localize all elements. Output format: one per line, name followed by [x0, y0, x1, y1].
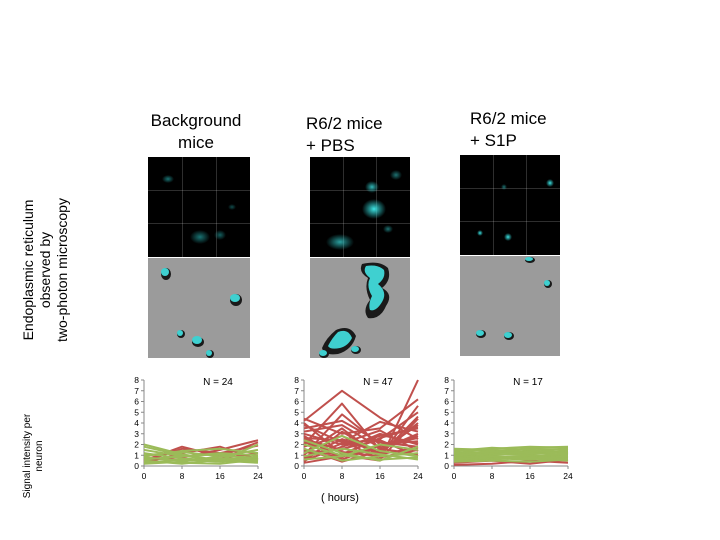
x-tick-label: 16	[215, 471, 225, 481]
column-title-line1: Background	[150, 111, 242, 130]
x-tick-label: 8	[340, 471, 345, 481]
series-line-red	[453, 459, 569, 466]
y-tick-label: 3	[294, 429, 299, 439]
column-title-line1: R6/2 mice	[470, 109, 547, 128]
reconstruction-image-pbs	[310, 258, 410, 358]
microscopy-image-background	[148, 157, 250, 257]
chart-n-label: N = 17	[513, 377, 543, 388]
series-line-green	[303, 443, 419, 461]
series-line-green	[453, 458, 569, 463]
y-tick-label: 3	[134, 429, 139, 439]
y-tick-label: 0	[134, 461, 139, 471]
column-title-line2: mice	[178, 133, 214, 152]
x-tick-label: 8	[490, 471, 495, 481]
y-tick-label: 1	[444, 450, 449, 460]
y-tick-label: 7	[294, 386, 299, 396]
y-tick-label: 2	[294, 440, 299, 450]
reconstruction-image-s1p	[460, 256, 560, 356]
series-line-green	[143, 443, 259, 462]
series-line-red	[303, 389, 419, 440]
y-tick-label: 1	[134, 450, 139, 460]
column-title-s1p: R6/2 mice + S1P	[470, 108, 580, 152]
y-tick-label: 2	[444, 440, 449, 450]
column-title-line2: + PBS	[306, 136, 355, 155]
column-title-pbs: R6/2 mice + PBS	[306, 113, 416, 157]
chart-n-label: N = 47	[363, 377, 393, 388]
y-tick-label: 8	[294, 375, 299, 385]
y-tick-label: 6	[444, 397, 449, 407]
y-tick-label: 2	[134, 440, 139, 450]
x-tick-label: 24	[253, 471, 263, 481]
column-title-line1: R6/2 mice	[306, 114, 383, 133]
y-tick-label: 4	[444, 418, 449, 428]
x-tick-label: 0	[142, 471, 147, 481]
y-tick-label: 3	[444, 429, 449, 439]
x-tick-label: 16	[525, 471, 535, 481]
y-tick-label: 5	[444, 407, 449, 417]
reconstruction-image-background	[148, 258, 250, 358]
y-tick-label: 0	[444, 461, 449, 471]
chart-n-label: N = 24	[203, 377, 233, 388]
side-label-line2: observed by	[37, 231, 53, 309]
y-tick-label: 4	[294, 418, 299, 428]
microscopy-image-s1p	[460, 155, 560, 255]
y-tick-label: 4	[134, 418, 139, 428]
column-title-line2: + S1P	[470, 131, 517, 150]
x-tick-label: 24	[563, 471, 573, 481]
microscopy-image-pbs	[310, 157, 410, 257]
x-tick-label: 0	[452, 471, 457, 481]
side-label-line1: Endoplasmic reticulum	[20, 199, 36, 341]
y-tick-label: 7	[444, 386, 449, 396]
series-line-red	[303, 413, 419, 456]
series-line-green	[143, 447, 259, 458]
x-axis-label: ( hours)	[321, 492, 359, 504]
y-tick-label: 8	[134, 375, 139, 385]
y-tick-label: 5	[134, 407, 139, 417]
y-tick-label: 5	[294, 407, 299, 417]
x-tick-label: 24	[413, 471, 423, 481]
y-tick-label: 6	[294, 397, 299, 407]
series-line-green	[453, 453, 569, 460]
series-line-red	[303, 424, 419, 449]
y-tick-label: 1	[294, 450, 299, 460]
x-tick-label: 16	[375, 471, 385, 481]
column-title-background: Background mice	[140, 110, 252, 154]
y-tick-label: 7	[134, 386, 139, 396]
y-tick-label: 8	[444, 375, 449, 385]
x-tick-label: 8	[180, 471, 185, 481]
y-tick-label: 6	[134, 397, 139, 407]
chart-ylabel-text: Signal intensity per neuron	[22, 413, 45, 499]
x-tick-label: 0	[302, 471, 307, 481]
series-line-green	[303, 439, 419, 462]
series-line-green	[453, 455, 569, 462]
series-line-green	[303, 447, 419, 461]
side-label-line3: two-photon microscopy	[54, 198, 70, 342]
series-line-green	[453, 450, 569, 458]
series-line-red	[303, 422, 419, 456]
series-line-green	[453, 446, 569, 456]
series-line-green	[143, 453, 259, 462]
y-tick-label: 0	[294, 461, 299, 471]
series-line-green	[143, 458, 259, 465]
